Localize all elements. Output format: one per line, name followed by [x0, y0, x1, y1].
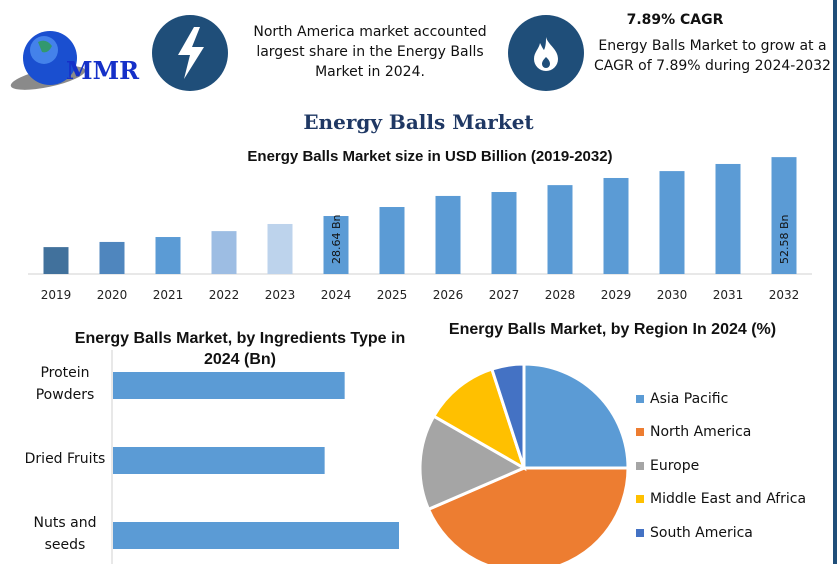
- market-size-bar-chart: 2019 2020 2021 2022 2023 2024 28.64 Bn 2025 2026…: [28, 157, 812, 302]
- bar-2020: [99, 241, 125, 274]
- bar-dried-fruits: [113, 447, 325, 474]
- region-chart-title: Energy Balls Market, by Region In 2024 (…: [448, 321, 777, 338]
- legend-label: Europe: [650, 457, 700, 474]
- bar-2028: [547, 185, 573, 274]
- category-label: Protein Powders: [36, 365, 95, 403]
- x-tick-label: 2022: [209, 288, 240, 302]
- legend-item: North America: [636, 416, 806, 450]
- region-legend: Asia Pacific North America Europe Middle Ea…: [636, 382, 806, 550]
- bar-nuts-and-seeds: [113, 522, 399, 549]
- data-label-2032: 52.58 Bn: [778, 214, 791, 264]
- bar-2027: [491, 192, 517, 274]
- data-label-2024: 28.64 Bn: [330, 214, 343, 264]
- lightning-icon: [152, 15, 228, 91]
- legend-swatch: [636, 495, 644, 504]
- bar-2024: [323, 216, 349, 274]
- x-tick-label: 2025: [377, 288, 408, 302]
- pie-slice-asia-pacific: [522, 362, 630, 470]
- bar-2026: [435, 195, 461, 274]
- legend-swatch: [636, 394, 644, 403]
- right-edge-bar: [833, 0, 837, 564]
- x-tick-label: 2027: [489, 288, 520, 302]
- legend-swatch: [636, 428, 644, 437]
- region-pie-chart: [418, 362, 630, 564]
- cagr-text: Energy Balls Market to grow at a CAGR of…: [594, 38, 831, 74]
- bar-2021: [155, 237, 181, 274]
- x-tick-label: 2024: [321, 288, 352, 302]
- x-tick-label: 2019: [41, 288, 72, 302]
- legend-swatch: [636, 528, 644, 537]
- pie-slice-north-america: [426, 466, 630, 564]
- bar-2019: [43, 247, 69, 274]
- bar-protein-powders: [113, 372, 345, 399]
- bar-2025: [379, 207, 405, 274]
- legend-label: North America: [650, 424, 752, 441]
- bar-2023: [267, 223, 293, 274]
- x-tick-label: 2028: [545, 288, 576, 302]
- legend-item: Asia Pacific: [636, 382, 806, 416]
- x-tick-label: 2021: [153, 288, 184, 302]
- bar-2031: [715, 163, 741, 274]
- pie-slice-south-america: [489, 362, 526, 469]
- legend-item: South America: [636, 516, 806, 550]
- pie-slice-europe: [418, 414, 528, 512]
- market-size-chart-title: Energy Balls Market size in USD Billion …: [247, 148, 613, 165]
- x-tick-label: 2020: [97, 288, 128, 302]
- bar-2030: [659, 171, 685, 274]
- legend-label: Asia Pacific: [650, 390, 729, 407]
- ingredients-chart-title: Energy Balls Market, by Ingredients Type…: [74, 330, 406, 368]
- x-tick-label: 2026: [433, 288, 464, 302]
- bar-2029: [603, 177, 629, 274]
- x-tick-label: 2023: [265, 288, 296, 302]
- x-tick-label: 2029: [601, 288, 632, 302]
- x-tick-label: 2031: [713, 288, 744, 302]
- bar-2022: [211, 231, 237, 274]
- flame-icon: [508, 15, 584, 91]
- legend-item: Middle East and Africa: [636, 483, 806, 517]
- category-label: Dried Fruits: [25, 451, 106, 467]
- legend-label: Middle East and Africa: [650, 491, 807, 508]
- highlight-north-america: North America market accounted largest s…: [253, 24, 487, 80]
- logo-text: MMR: [66, 56, 140, 85]
- ingredients-bar-chart: Protein Powders Dried Fruits Nuts and seeds: [25, 350, 399, 564]
- legend-swatch: [636, 461, 644, 470]
- legend-label: South America: [650, 524, 753, 541]
- x-tick-label: 2032: [769, 288, 800, 302]
- bar-2032: [771, 157, 797, 274]
- category-label: Nuts and seeds: [34, 515, 97, 553]
- main-title: Energy Balls Market: [303, 110, 534, 134]
- mmr-logo: MMR: [8, 28, 143, 93]
- cagr-title: 7.89% CAGR: [626, 12, 724, 28]
- legend-item: Europe: [636, 449, 806, 483]
- x-tick-label: 2030: [657, 288, 688, 302]
